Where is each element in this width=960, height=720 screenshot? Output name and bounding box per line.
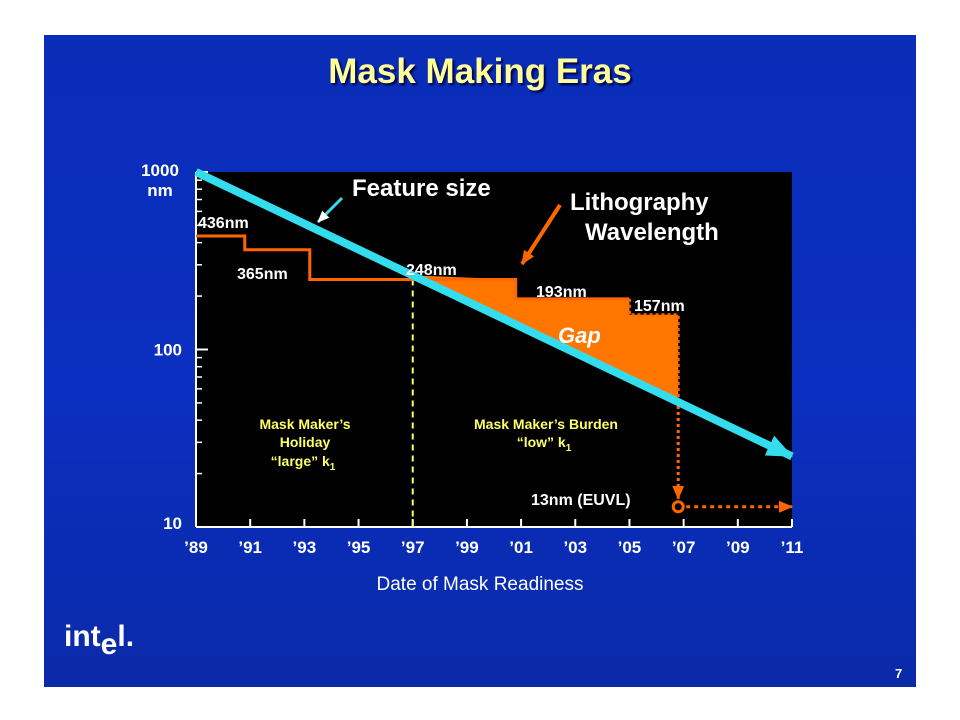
x-tick-label: ’07: [672, 538, 696, 557]
feature-size-line: [194, 168, 794, 460]
x-tick-label: ’11: [781, 538, 804, 557]
x-tick-label: ’05: [618, 538, 642, 557]
burden-line-1: Mask Maker’s Burden: [474, 416, 618, 432]
litho-label-2: Wavelength: [585, 219, 719, 246]
y-tick-label: 1000: [141, 161, 179, 180]
label-436nm: 436nm: [198, 215, 249, 232]
litho-label-1: Lithography: [570, 189, 709, 216]
gap-label: Gap: [558, 323, 601, 348]
holiday-line-3: “large” k1: [271, 453, 336, 473]
plot-area: [196, 172, 792, 527]
wavelength-dotted-line: [627, 298, 685, 500]
x-axis-title: Date of Mask Readiness: [376, 574, 584, 595]
slide-title: Mask Making Eras: [328, 52, 632, 91]
burden-k-subscript: 1: [566, 443, 572, 454]
label-157nm: 157nm: [634, 298, 685, 315]
intel-logo: intel.: [64, 620, 135, 661]
logo-text-b: e: [100, 628, 118, 661]
slide-number: 7: [895, 666, 903, 681]
feature-size-pointer: [316, 196, 344, 224]
y-tick-label: 100: [154, 341, 182, 360]
label-365nm: 365nm: [237, 266, 288, 283]
x-tick-label: ’01: [509, 538, 533, 557]
wavelength-line: [196, 234, 630, 301]
euvl-label: 13nm (EUVL): [531, 492, 631, 509]
burden-line-2: “low” k1: [517, 434, 572, 454]
x-tick-label: ’89: [184, 538, 208, 557]
y-tick-label: 10: [163, 514, 182, 533]
y-unit-label: nm: [147, 181, 173, 200]
x-tick-label: ’09: [726, 538, 750, 557]
label-193nm: 193nm: [536, 284, 587, 301]
x-tick-label: ’95: [347, 538, 371, 557]
holiday-line-1: Mask Maker’s: [259, 416, 350, 432]
litho-pointer: [520, 203, 562, 266]
holiday-line-2: Holiday: [280, 434, 331, 450]
logo-text-a: int: [64, 620, 101, 653]
x-tick-label: ’03: [563, 538, 587, 557]
holiday-k-subscript: 1: [330, 462, 336, 473]
x-tick-label: ’91: [238, 538, 262, 557]
x-tick-label: ’97: [401, 538, 425, 557]
euvl-target-circle: [671, 500, 685, 514]
logo-text-c: l: [117, 620, 126, 653]
x-tick-label: ’93: [293, 538, 317, 557]
label-248nm: 248nm: [406, 262, 457, 279]
logo-dot: .: [125, 620, 135, 653]
x-tick-label: ’99: [455, 538, 479, 557]
feature-size-label: Feature size: [352, 175, 491, 202]
